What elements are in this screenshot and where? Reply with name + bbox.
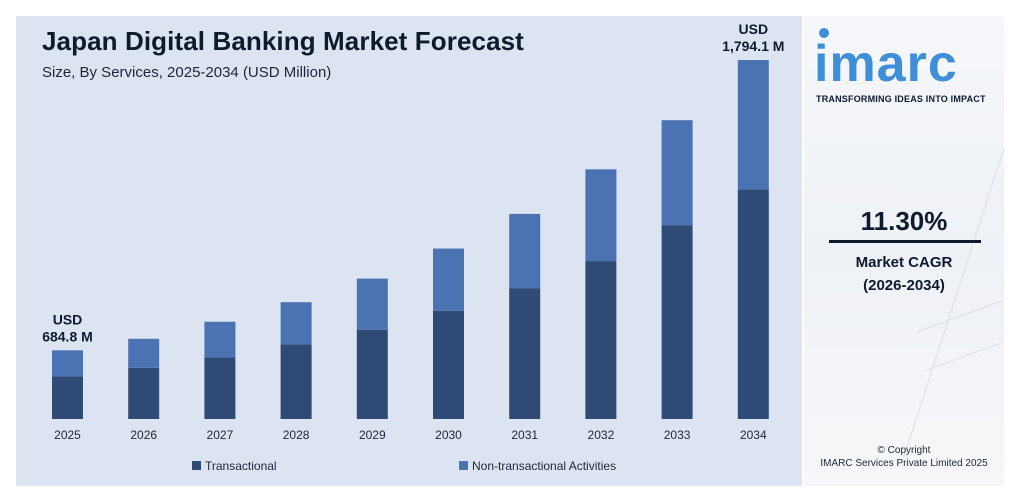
bar-non-transactional-2027 xyxy=(204,321,236,358)
bar-transactional-2025 xyxy=(52,376,83,419)
x-tick-label: 2033 xyxy=(664,428,691,442)
x-tick-label: 2029 xyxy=(359,428,386,442)
x-tick-label: 2025 xyxy=(54,428,81,442)
bar-transactional-2034 xyxy=(737,189,769,419)
bar-transactional-2028 xyxy=(280,344,312,419)
bar-non-transactional-2026 xyxy=(128,338,160,368)
bar-non-transactional-2028 xyxy=(280,302,312,345)
bar-transactional-2032 xyxy=(585,261,617,419)
x-tick-label: 2030 xyxy=(435,428,462,442)
legend-swatch xyxy=(459,461,468,470)
cagr-period: (2026-2034) xyxy=(863,277,945,294)
x-tick-label: 2034 xyxy=(740,428,767,442)
bar-non-transactional-2031 xyxy=(509,213,541,289)
decorative-line xyxy=(903,143,1004,459)
bar-transactional-2029 xyxy=(356,329,388,419)
brand-logo-dot xyxy=(819,28,829,38)
x-tick-label: 2028 xyxy=(283,428,310,442)
cagr-divider xyxy=(829,240,981,243)
data-label-currency: USD xyxy=(739,21,769,37)
copyright-line: IMARC Services Private Limited 2025 xyxy=(820,458,988,469)
brand-tagline: TRANSFORMING IDEAS INTO IMPACT xyxy=(816,94,986,104)
decorative-line xyxy=(926,342,1002,371)
cagr-value: 11.30% xyxy=(860,206,948,236)
data-label-currency: USD xyxy=(53,311,83,327)
legend-swatch xyxy=(192,461,201,470)
bar-transactional-2030 xyxy=(433,310,464,419)
bar-transactional-2033 xyxy=(661,225,693,419)
bar-non-transactional-2025 xyxy=(52,350,83,377)
legend-label: Transactional xyxy=(205,459,277,473)
cagr-label: Market CAGR xyxy=(855,254,953,271)
copyright-line: © Copyright xyxy=(877,445,931,456)
legend-label: Non-transactional Activities xyxy=(472,459,616,473)
bar-non-transactional-2033 xyxy=(661,120,693,226)
bar-transactional-2027 xyxy=(204,357,236,419)
stacked-bar-chart: 2025 2026 2027 2028 2029 2030 2031 2032 2033 2034… xyxy=(42,21,784,473)
bar-transactional-2026 xyxy=(128,367,160,419)
chart-panel: 2025 2026 2027 2028 2029 2030 2031 2032 2033 2034… xyxy=(16,16,802,486)
bar-transactional-2031 xyxy=(509,288,541,419)
x-tick-label: 2027 xyxy=(207,428,234,442)
bar-non-transactional-2030 xyxy=(433,248,464,311)
data-label-value: 1,794.1 M xyxy=(722,38,784,54)
x-tick-label: 2032 xyxy=(588,428,615,442)
copyright-notice: © Copyright IMARC Services Private Limit… xyxy=(804,444,1004,470)
bar-non-transactional-2034 xyxy=(737,60,769,190)
chart-subtitle: Size, By Services, 2025-2034 (USD Millio… xyxy=(42,64,332,81)
x-tick-label: 2026 xyxy=(130,428,157,442)
x-tick-label: 2031 xyxy=(511,428,538,442)
brand-logo: imarc xyxy=(814,35,958,93)
side-panel: imarc TRANSFORMING IDEAS INTO IMPACT 11.… xyxy=(804,16,1004,486)
bar-non-transactional-2029 xyxy=(356,278,388,330)
data-label-value: 684.8 M xyxy=(42,328,93,344)
bar-non-transactional-2032 xyxy=(585,169,617,262)
decorative-line xyxy=(916,300,1002,333)
chart-title: Japan Digital Banking Market Forecast xyxy=(42,26,524,56)
